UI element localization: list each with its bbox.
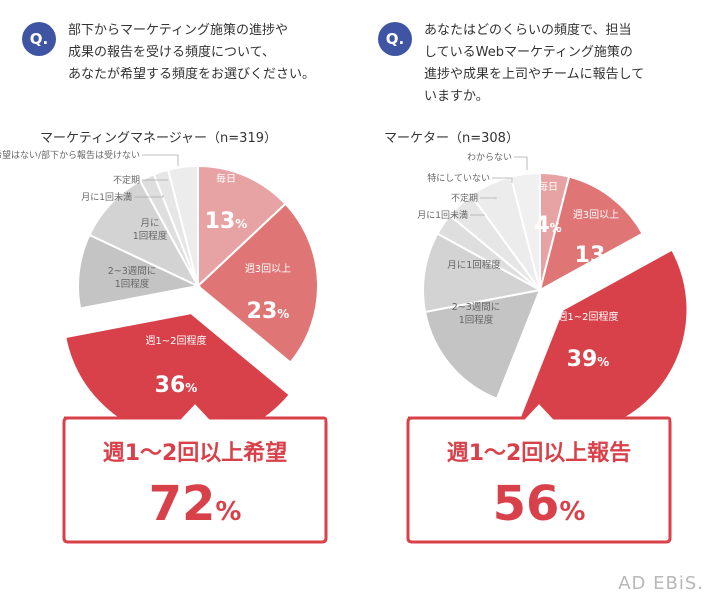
slice-label: 週3回以上 xyxy=(245,263,291,275)
slice-label: 月に xyxy=(140,218,159,229)
question-line: あなたが希望する頻度をお選びください。 xyxy=(68,67,316,82)
slice-label: 週1~2回程度 xyxy=(557,310,618,323)
question-line: しているWebマーケティング施策の xyxy=(424,45,633,60)
slice-label: 特にしていない xyxy=(427,172,490,184)
pie-slice xyxy=(88,179,201,289)
slice-label: 特に希望はない/部下から報告は受けない xyxy=(0,149,140,161)
slice-label: 月に1回未満 xyxy=(417,209,468,221)
leader-line xyxy=(470,214,485,216)
slice-label: 月に1回程度 xyxy=(447,259,501,271)
slice-value: 13% xyxy=(205,209,248,234)
slice-value: 4% xyxy=(534,213,561,238)
slice-value: 39% xyxy=(567,347,610,372)
brand-logo: AD EBiS. xyxy=(618,573,704,594)
question-badge-1: Q. xyxy=(22,22,56,56)
slice-label: 週1~2回程度 xyxy=(145,334,206,347)
question-line: 進捗や成果を上司やチームに報告して xyxy=(424,67,645,82)
slice-label: 1回程度 xyxy=(459,314,494,326)
callout-value: 56 xyxy=(493,476,560,532)
slice-label: わからない xyxy=(467,152,512,163)
callout-unit: % xyxy=(215,497,241,527)
slice-label: 不定期 xyxy=(451,192,478,204)
callout-value: 72 xyxy=(149,476,216,532)
slice-value: 23% xyxy=(247,299,290,324)
slice-label: 1回程度 xyxy=(133,230,168,242)
chart-title-marketer: マーケター（n=308） xyxy=(384,131,519,146)
question-line: 部下からマーケティング施策の進捗や xyxy=(68,23,288,38)
leader-line xyxy=(142,154,179,166)
question-text-1: 部下からマーケティング施策の進捗や 成果の報告を受ける頻度について、 あなたが希… xyxy=(68,20,315,86)
slice-value: 36% xyxy=(155,373,198,398)
callout-title: 週1〜2回以上希望 xyxy=(103,440,288,466)
callout-value-group: 72% xyxy=(149,476,242,532)
callout-value-group: 56% xyxy=(493,476,586,532)
slice-label: 2~3週間に xyxy=(452,301,501,313)
pie-slice xyxy=(196,202,319,364)
pie-slice xyxy=(197,164,287,289)
pie-slice xyxy=(538,175,644,292)
leader-line xyxy=(134,195,164,198)
question-badge-2: Q. xyxy=(378,22,412,56)
pie-slice xyxy=(77,233,202,310)
callout-frame xyxy=(62,399,328,544)
pie-slice xyxy=(423,288,542,401)
leader-line xyxy=(492,177,513,183)
slice-label: 月に1回未満 xyxy=(81,191,132,203)
slice-label: 週3回以上 xyxy=(573,209,619,221)
slice-label: 2~3週間に xyxy=(108,265,157,277)
slice-label: 不定期 xyxy=(113,174,140,186)
question-line: いますか。 xyxy=(424,89,489,104)
callout-frame xyxy=(406,399,672,544)
pie-slice xyxy=(422,232,543,314)
callout-title: 週1〜2回以上報告 xyxy=(447,440,632,466)
callout-unit: % xyxy=(559,497,585,527)
question-text-2: あなたはどのくらいの頻度で、担当 しているWebマーケティング施策の 進捗や成果… xyxy=(424,20,644,108)
chart-title-manager: マーケティングマネージャー（n=319） xyxy=(40,131,277,146)
callout-manager: 週1〜2回以上希望 72% xyxy=(62,399,328,544)
slice-value: 13% xyxy=(575,243,618,268)
slice-label: 1回程度 xyxy=(115,278,150,290)
pie-slice xyxy=(166,164,199,287)
leader-line xyxy=(514,156,528,170)
callout-marketer: 週1〜2回以上報告 56% xyxy=(406,399,672,544)
leader-line xyxy=(480,197,497,199)
question-line: あなたはどのくらいの頻度で、担当 xyxy=(424,23,632,38)
pie-slice xyxy=(509,171,541,291)
question-line: 成果の報告を受ける頻度について、 xyxy=(68,45,275,60)
slice-label: 毎日 xyxy=(216,172,236,185)
slice-label: 毎日 xyxy=(538,180,558,193)
